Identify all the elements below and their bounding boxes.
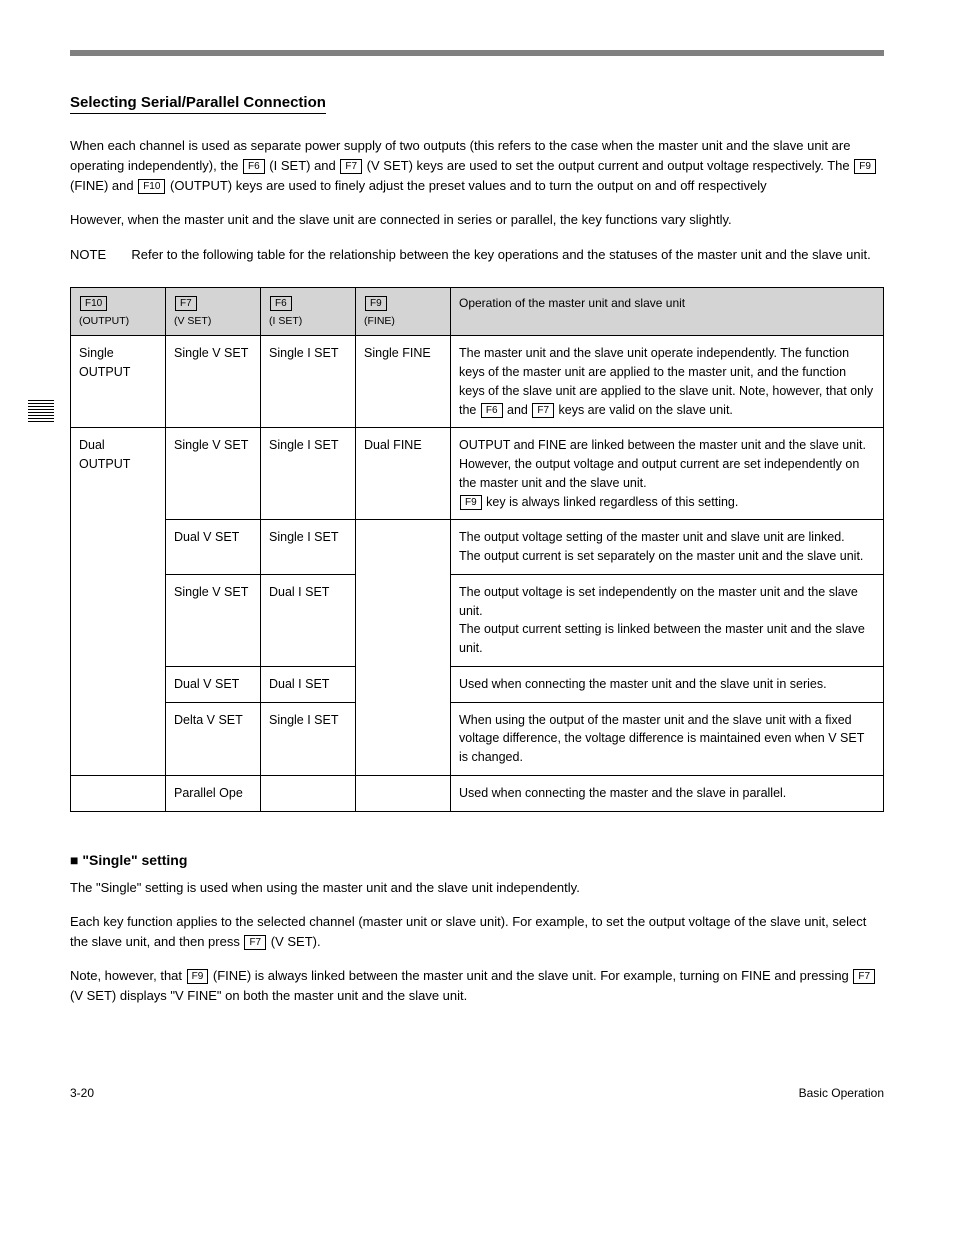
cell: Single V SET xyxy=(166,574,261,666)
cell-desc: Used when connecting the master and the … xyxy=(451,775,884,811)
th-output: F10(OUTPUT) xyxy=(71,287,166,336)
side-tab xyxy=(28,400,54,424)
th-vset: F7(V SET) xyxy=(166,287,261,336)
cell: Dual V SET xyxy=(166,666,261,702)
f10-key-icon: F10 xyxy=(80,296,107,311)
cell: Single I SET xyxy=(261,702,356,775)
lower-section: ■ "Single" setting The "Single" setting … xyxy=(70,852,884,1007)
cell: Dual OUTPUT xyxy=(71,428,166,776)
table-row: Parallel Ope Used when connecting the ma… xyxy=(71,775,884,811)
intro-p1-text-d: (FINE) and xyxy=(70,178,137,193)
cell-desc: OUTPUT and FINE are linked between the m… xyxy=(451,428,884,520)
table-row: Single OUTPUT Single V SET Single I SET … xyxy=(71,336,884,428)
table-header-row: F10(OUTPUT) F7(V SET) F6(I SET) F9(FINE)… xyxy=(71,287,884,336)
cell xyxy=(261,775,356,811)
f7-key-icon: F7 xyxy=(853,969,875,984)
lower-p2: Each key function applies to the selecte… xyxy=(70,912,884,952)
lower-heading: ■ "Single" setting xyxy=(70,852,884,868)
cell: Dual I SET xyxy=(261,666,356,702)
cell: Parallel Ope xyxy=(166,775,261,811)
intro-paragraph-1: When each channel is used as separate po… xyxy=(70,136,884,196)
cell: Single I SET xyxy=(261,336,356,428)
cell xyxy=(356,520,451,776)
cell-desc: When using the output of the master unit… xyxy=(451,702,884,775)
table-row: Dual V SET Dual I SET Used when connecti… xyxy=(71,666,884,702)
th-desc: Operation of the master unit and slave u… xyxy=(451,287,884,336)
th-iset: F6(I SET) xyxy=(261,287,356,336)
f6-key-icon: F6 xyxy=(481,403,503,418)
lower-p1: The "Single" setting is used when using … xyxy=(70,878,884,898)
cell: Single V SET xyxy=(166,336,261,428)
cell-desc: The output voltage is set independently … xyxy=(451,574,884,666)
intro-p1-text-b: (I SET) and xyxy=(266,158,340,173)
section-title: Selecting Serial/Parallel Connection xyxy=(70,94,326,114)
f6-key-icon: F6 xyxy=(243,159,265,174)
table-row: Delta V SET Single I SET When using the … xyxy=(71,702,884,775)
th-fine: F9(FINE) xyxy=(356,287,451,336)
intro-paragraph-2: However, when the master unit and the sl… xyxy=(70,210,884,230)
cell xyxy=(356,775,451,811)
f9-key-icon: F9 xyxy=(854,159,876,174)
footer-text: Basic Operation xyxy=(799,1086,884,1100)
cell: Single FINE xyxy=(356,336,451,428)
cell: Single V SET xyxy=(166,428,261,520)
cell: Dual I SET xyxy=(261,574,356,666)
cell: Delta V SET xyxy=(166,702,261,775)
table-row: Dual OUTPUT Single V SET Single I SET Du… xyxy=(71,428,884,520)
note: NOTE Refer to the following table for th… xyxy=(70,245,884,265)
cell-desc: The master unit and the slave unit opera… xyxy=(451,336,884,428)
f9-key-icon: F9 xyxy=(365,296,387,311)
lower-p3: Note, however, that F9 (FINE) is always … xyxy=(70,966,884,1006)
f7-key-icon: F7 xyxy=(532,403,554,418)
f7-key-icon: F7 xyxy=(244,935,266,950)
top-rule xyxy=(70,50,884,56)
page-number: 3-20 xyxy=(70,1086,94,1100)
cell-desc: The output voltage setting of the master… xyxy=(451,520,884,575)
intro-p1-text-e: (OUTPUT) keys are used to finely adjust … xyxy=(166,178,766,193)
function-key-table: F10(OUTPUT) F7(V SET) F6(I SET) F9(FINE)… xyxy=(70,287,884,812)
f7-key-icon: F7 xyxy=(175,296,197,311)
intro: When each channel is used as separate po… xyxy=(70,136,884,231)
cell: Single OUTPUT xyxy=(71,336,166,428)
cell: Single I SET xyxy=(261,428,356,520)
table-row: Dual V SET Single I SET The output volta… xyxy=(71,520,884,575)
cell: Dual V SET xyxy=(166,520,261,575)
f6-key-icon: F6 xyxy=(270,296,292,311)
table-row: Single V SET Dual I SET The output volta… xyxy=(71,574,884,666)
cell-desc: Used when connecting the master unit and… xyxy=(451,666,884,702)
cell: Single I SET xyxy=(261,520,356,575)
intro-p1-text-c: (V SET) keys are used to set the output … xyxy=(363,158,853,173)
cell xyxy=(71,775,166,811)
f9-key-icon: F9 xyxy=(460,495,482,510)
f10-key-icon: F10 xyxy=(138,179,165,194)
f7-key-icon: F7 xyxy=(340,159,362,174)
f9-key-icon: F9 xyxy=(187,969,209,984)
cell: Dual FINE xyxy=(356,428,451,520)
